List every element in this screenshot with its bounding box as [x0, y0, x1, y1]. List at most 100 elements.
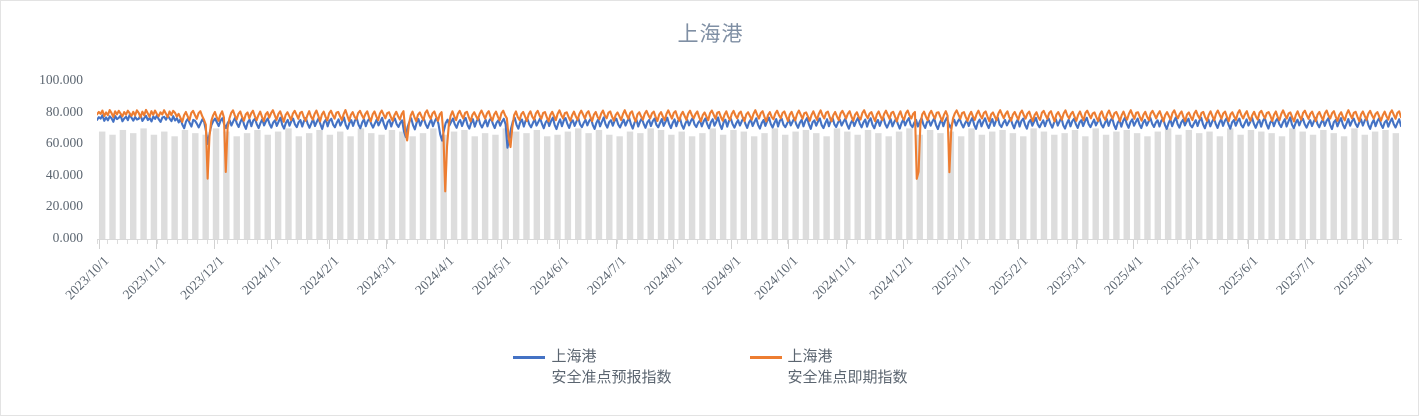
x-minor-tick [997, 240, 998, 244]
x-minor-tick [787, 240, 788, 244]
x-minor-tick [537, 240, 538, 244]
x-minor-tick [1237, 240, 1238, 244]
background-bar [192, 133, 199, 239]
x-major-tick [558, 240, 560, 249]
x-minor-tick [1167, 240, 1168, 244]
plot-area [97, 81, 1401, 239]
background-bar [761, 133, 768, 239]
background-bar [626, 131, 634, 239]
background-bar [1351, 128, 1358, 239]
background-bar [668, 134, 675, 239]
x-minor-tick [1127, 240, 1128, 244]
x-minor-tick [337, 240, 338, 244]
background-bar [1154, 131, 1162, 239]
background-bar [543, 136, 551, 239]
background-bar [906, 128, 913, 239]
x-axis-line [97, 239, 1402, 240]
x-minor-tick [707, 240, 708, 244]
background-bar [254, 129, 261, 239]
x-minor-tick [287, 240, 288, 244]
x-tick-label: 2024/5/1 [469, 253, 514, 298]
x-minor-tick [387, 240, 388, 244]
background-bar [1144, 136, 1151, 239]
background-bar [533, 129, 541, 239]
background-bar [316, 129, 323, 239]
x-minor-tick [277, 240, 278, 244]
background-bar [947, 131, 955, 239]
background-bar [202, 134, 209, 239]
x-minor-tick [367, 240, 368, 244]
background-bar [885, 136, 892, 239]
x-minor-tick [1377, 240, 1378, 244]
x-minor-tick [677, 240, 678, 244]
x-minor-tick [1287, 240, 1288, 244]
x-minor-tick [327, 240, 328, 244]
x-minor-tick [1037, 240, 1038, 244]
x-major-tick [501, 240, 503, 249]
y-tick-label: 100.000 [39, 72, 83, 87]
x-minor-tick [107, 240, 108, 244]
background-bar [295, 136, 303, 239]
background-bar [1123, 129, 1130, 239]
x-minor-tick [977, 240, 978, 244]
x-minor-tick [567, 240, 568, 244]
series-lines [97, 110, 1401, 191]
background-bar [419, 133, 427, 239]
background-bar [564, 131, 572, 239]
background-bar [895, 131, 903, 239]
x-minor-tick [1367, 240, 1368, 244]
x-minor-tick [697, 240, 698, 244]
background-bar [1185, 129, 1193, 239]
x-minor-tick [477, 240, 478, 244]
background-bar [450, 131, 458, 239]
legend-label: 上海港 安全准点预报指数 [551, 347, 671, 390]
background-bar [575, 128, 582, 239]
x-tick-label: 2025/8/1 [1330, 253, 1376, 298]
background-bar [699, 133, 706, 239]
x-minor-tick [1307, 240, 1308, 244]
background-bar [471, 136, 478, 239]
x-minor-tick [487, 240, 488, 244]
background-bar [1268, 133, 1275, 239]
background-bar [326, 134, 334, 239]
x-tick-label: 2023/11/1 [120, 253, 170, 302]
x-tick-label: 2024/8/1 [641, 253, 687, 298]
background-bar [223, 131, 230, 239]
x-minor-tick [817, 240, 818, 244]
x-tick-label: 2024/3/1 [354, 253, 399, 298]
x-minor-tick [217, 240, 218, 244]
background-bar [1299, 131, 1306, 239]
background-bar [875, 133, 882, 239]
background-bar [1051, 134, 1058, 239]
background-bar [285, 128, 292, 239]
background-bar [181, 129, 189, 239]
x-minor-tick [607, 240, 608, 244]
background-bar [119, 129, 127, 239]
x-tick-label: 2025/2/1 [986, 253, 1031, 298]
background-bar [492, 134, 499, 239]
x-minor-tick [877, 240, 878, 244]
x-minor-tick [397, 240, 398, 244]
legend-item-forecast[interactable]: 上海港 安全准点预报指数 [513, 347, 672, 390]
x-minor-tick [967, 240, 968, 244]
x-minor-tick [1067, 240, 1068, 244]
x-minor-tick [667, 240, 668, 244]
y-tick-label: 0.000 [52, 230, 83, 245]
background-bar [337, 131, 344, 239]
background-bar [502, 128, 510, 239]
x-tick-label: 2024/4/1 [411, 253, 457, 298]
x-minor-tick [1267, 240, 1268, 244]
x-minor-tick [547, 240, 548, 244]
x-minor-tick [857, 240, 858, 244]
legend-item-spot[interactable]: 上海港 安全准点即期指数 [749, 347, 908, 390]
x-tick-label: 2025/3/1 [1043, 253, 1089, 298]
background-bar [637, 133, 644, 239]
x-minor-tick [237, 240, 238, 244]
x-minor-tick [827, 240, 828, 244]
background-bar [730, 129, 737, 239]
x-major-tick [1133, 240, 1134, 249]
x-minor-tick [1107, 240, 1108, 244]
background-bar [461, 129, 468, 239]
x-minor-tick [597, 240, 598, 244]
x-minor-tick [1217, 240, 1218, 244]
